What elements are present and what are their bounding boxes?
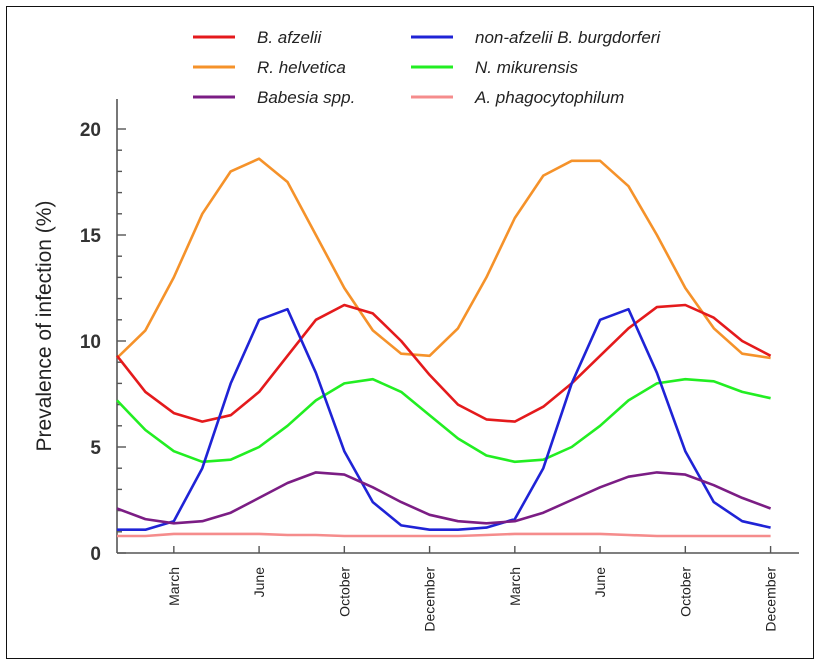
legend-label: non-afzelii B. burgdorferi: [475, 28, 661, 47]
y-tick-label: 15: [80, 226, 102, 247]
x-tick-label: October: [336, 567, 352, 617]
x-tick-label: December: [422, 567, 438, 632]
x-tick-label: December: [763, 567, 779, 632]
y-ticks: 0 5 10 15 20: [80, 120, 126, 565]
y-tick-label: 10: [80, 332, 101, 353]
legend-label: B. afzelii: [257, 28, 322, 47]
y-tick-label: 5: [90, 438, 101, 459]
legend-label: A. phagocytophilum: [474, 88, 624, 107]
prevalence-chart: B. afzelii non-afzelii B. burgdorferi R. h…: [33, 28, 799, 632]
chart-frame: B. afzelii non-afzelii B. burgdorferi R. h…: [6, 6, 814, 659]
series-line-0: [115, 303, 772, 423]
x-tick-label: June: [592, 567, 608, 598]
series-line-5: [117, 532, 771, 538]
x-tick-label: June: [251, 567, 267, 598]
y-axis-label: Prevalence of infection (%): [33, 201, 56, 452]
x-tick-label: March: [166, 567, 182, 606]
legend-label: Babesia spp.: [257, 88, 355, 107]
x-tick-label: October: [677, 567, 693, 617]
series-line-4: [116, 471, 772, 525]
legend-label: R. helvetica: [257, 58, 346, 77]
legend: B. afzelii non-afzelii B. burgdorferi R. h…: [193, 28, 661, 107]
legend-label: N. mikurensis: [475, 58, 578, 77]
x-tick-label: March: [507, 567, 523, 606]
y-tick-label: 20: [80, 120, 101, 141]
series-lines: [115, 157, 772, 538]
series-line-2: [116, 157, 771, 360]
y-tick-label: 0: [90, 544, 101, 565]
x-ticks: March June October December March June October…: [166, 546, 779, 632]
series-line-1: [117, 307, 771, 531]
